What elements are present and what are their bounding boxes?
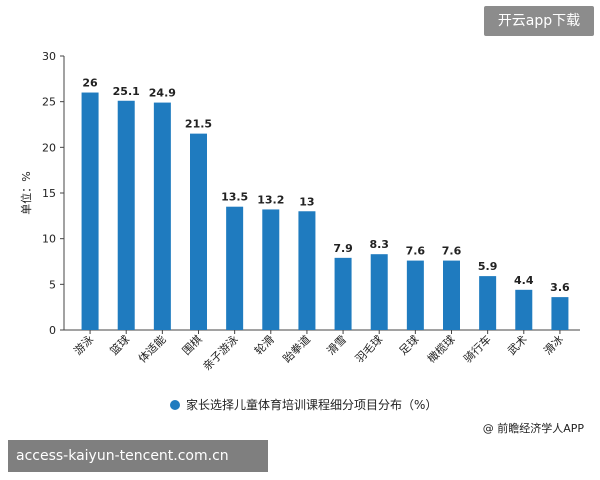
x-tick-label: 足球: [396, 332, 421, 357]
bar-value-label: 7.6: [406, 245, 426, 258]
x-tick-label: 游泳: [71, 332, 96, 357]
y-axis-label: 单位：%: [19, 171, 33, 214]
bar: [443, 260, 460, 330]
bar-value-label: 7.9: [333, 242, 353, 255]
x-tick-label: 篮球: [107, 332, 132, 357]
x-tick-label: 滑冰: [541, 333, 566, 358]
y-tick-label: 30: [42, 50, 56, 63]
bar: [153, 102, 171, 330]
x-tick-label: 武术: [505, 333, 530, 358]
bar: [479, 276, 497, 330]
x-tick-label: 轮滑: [251, 332, 276, 357]
x-tick-label: 橄榄球: [424, 332, 457, 365]
bar-value-label: 13.5: [221, 191, 248, 204]
chart-legend: 家长选择儿童体育培训课程细分项目分布（%）: [170, 396, 437, 413]
y-tick-label: 20: [42, 141, 56, 154]
source-credit: @ 前瞻经济学人APP: [482, 422, 584, 435]
bar-value-label: 25.1: [113, 85, 140, 98]
bar-value-label: 8.3: [369, 238, 389, 251]
bar-value-label: 7.6: [442, 245, 462, 258]
bar: [81, 92, 99, 331]
url-text[interactable]: access-kaiyun-tencent.com.cn: [8, 440, 268, 472]
bar-value-label: 3.6: [550, 281, 570, 294]
bar-value-label: 13: [299, 195, 314, 208]
bar: [190, 133, 207, 330]
app-download-button[interactable]: 开云app下载: [484, 6, 594, 36]
y-tick-label: 10: [42, 233, 56, 246]
legend-marker: [170, 400, 180, 410]
x-tick-label: 滑雪: [324, 333, 349, 358]
bar-value-label: 5.9: [478, 260, 498, 273]
bar: [298, 211, 316, 330]
x-tick-label: 亲子游泳: [200, 332, 241, 373]
x-tick-label: 围棋: [179, 332, 204, 357]
bar-value-label: 26: [82, 77, 98, 90]
x-tick-label: 羽毛球: [352, 332, 385, 365]
x-tick-label: 体适能: [135, 332, 168, 365]
bar: [370, 254, 388, 330]
x-tick-label: 骑行车: [461, 332, 494, 365]
bar: [226, 206, 244, 330]
bar: [515, 289, 533, 330]
x-tick-label: 跆拳道: [280, 332, 313, 365]
y-tick-label: 25: [42, 96, 56, 109]
bar-value-label: 21.5: [185, 118, 212, 131]
bar: [551, 297, 569, 330]
y-tick-label: 15: [42, 187, 56, 200]
y-tick-label: 5: [49, 278, 56, 291]
bar-value-label: 24.9: [149, 87, 176, 100]
bar-value-label: 4.4: [514, 274, 534, 287]
bar: [334, 257, 352, 330]
y-tick-label: 0: [49, 324, 56, 337]
bar-value-label: 13.2: [257, 193, 284, 206]
bar: [117, 100, 135, 331]
legend-label: 家长选择儿童体育培训课程细分项目分布（%）: [186, 398, 438, 412]
bar: [406, 260, 424, 330]
bar: [262, 209, 280, 330]
